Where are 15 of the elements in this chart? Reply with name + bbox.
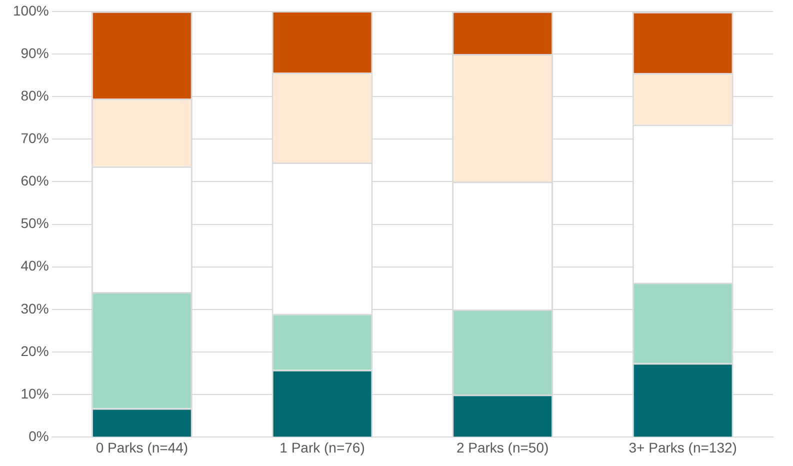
y-tick-label: 0% [28, 428, 49, 444]
y-tick-label: 90% [20, 44, 49, 61]
y-tick-label: 80% [20, 87, 49, 104]
y-tick-label: 10% [20, 385, 49, 402]
y-tick-label: 60% [20, 172, 49, 189]
x-tick-label: 2 Parks (n=50) [456, 439, 549, 456]
y-tick-label: 100% [12, 2, 49, 18]
x-tick-label: 1 Park (n=76) [280, 439, 365, 456]
y-tick-label: 70% [20, 130, 49, 146]
x-tick-label: 0 Parks (n=44) [96, 439, 188, 456]
y-tick-label: 30% [20, 300, 49, 316]
y-tick-label: 20% [20, 342, 49, 359]
y-tick-label: 50% [20, 215, 49, 232]
x-tick-label: 3+ Parks (n=132) [628, 439, 737, 456]
y-tick-label: 40% [20, 258, 49, 274]
